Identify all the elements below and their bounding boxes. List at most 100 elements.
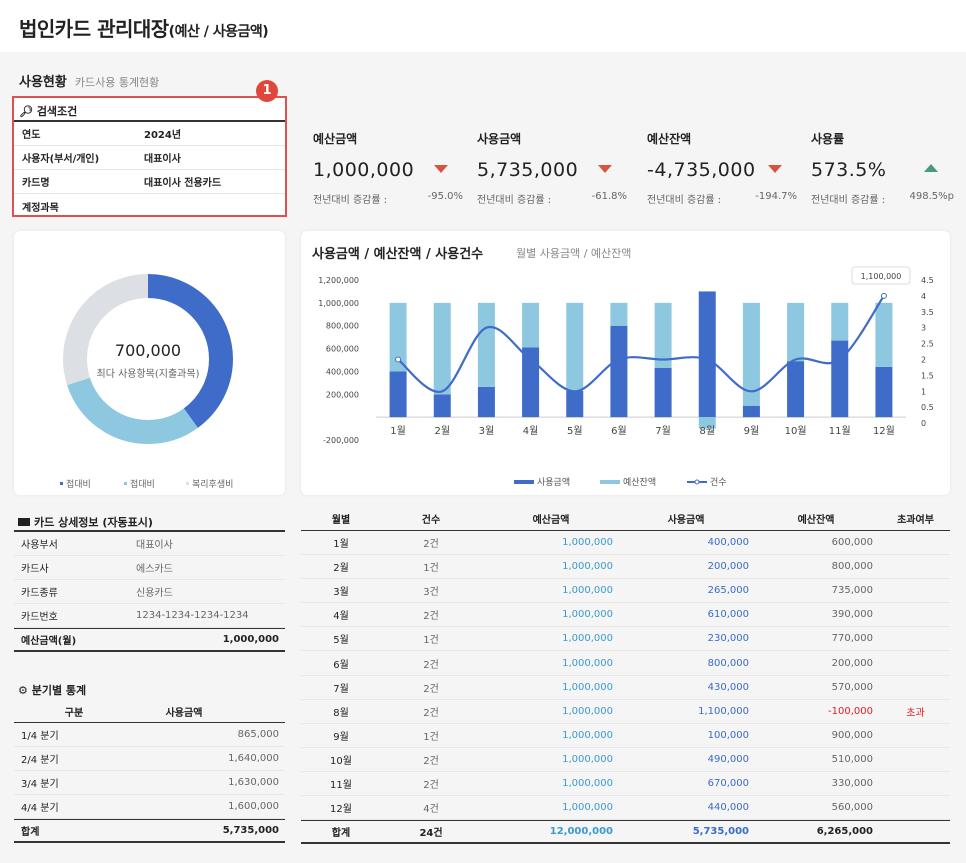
bar-usage[interactable]	[389, 371, 407, 418]
bar-remaining[interactable]	[433, 302, 451, 395]
quarter-row: 4/4 분기 1,600,000	[14, 795, 285, 819]
card-info-label: 카드종류	[21, 588, 58, 599]
search-icon: 🔎︎	[19, 105, 33, 118]
monthly-cell: 초과	[906, 707, 925, 719]
bar-remaining[interactable]	[566, 302, 584, 391]
x-axis-tick: 1월	[390, 425, 406, 437]
bar-remaining[interactable]	[522, 302, 540, 348]
card-info-row: 사용부서 대표이사	[14, 532, 285, 556]
kpi-change-value: -61.8%	[591, 191, 627, 202]
bar-remaining[interactable]	[875, 302, 893, 367]
monthly-header: 예산금액	[532, 515, 570, 526]
bar-remaining[interactable]	[654, 302, 672, 368]
monthly-cell: 610,000	[707, 609, 749, 621]
monthly-header: 월별	[331, 515, 351, 526]
donut-segment[interactable]	[63, 274, 233, 444]
legend-label: 사용금액	[537, 476, 570, 488]
filter-value[interactable]: 대표이사	[144, 154, 181, 165]
monthly-cell: 6월	[333, 659, 349, 671]
monthly-cell: 2건	[423, 659, 439, 671]
table-row: 10월 2건 1,000,000 490,000 510,000	[301, 748, 950, 772]
monthly-cell: 7월	[333, 683, 349, 695]
monthly-cell: 2건	[423, 683, 439, 695]
bar-remaining[interactable]	[742, 302, 760, 406]
bar-remaining[interactable]	[389, 302, 407, 372]
card-info-total-value: 1,000,000	[222, 634, 279, 645]
card-info-label: 카드사	[21, 564, 49, 575]
legend-marker	[514, 480, 534, 484]
monthly-header-row: 월별 건수 예산금액 사용금액 예산잔액 초과여부	[301, 507, 950, 531]
line-point[interactable]	[395, 356, 402, 363]
monthly-cell: 510,000	[831, 753, 873, 765]
kpi-change-label: 전년대비 증감률 :	[647, 195, 722, 206]
filter-value[interactable]: 대표이사 전용카드	[144, 178, 222, 189]
x-axis-tick: 11월	[829, 425, 851, 437]
tooltip-box	[851, 266, 911, 285]
bar-usage[interactable]	[522, 347, 540, 418]
x-axis-tick: 9월	[744, 425, 760, 437]
card-info-row: 카드종류 신용카드	[14, 580, 285, 604]
monthly-cell: 1,000,000	[562, 657, 613, 669]
filter-header: 🔎︎ 검색조건	[14, 98, 285, 122]
kpi-card: 예산금액 1,000,000 전년대비 증감률 : -95.0%	[313, 130, 463, 206]
x-axis-tick: 10월	[785, 425, 807, 437]
combo-chart: 1,200,000 1,000,000 800,000 600,000 400,000 2…	[318, 266, 934, 488]
bar-usage[interactable]	[477, 386, 495, 418]
kpi-change-label: 전년대비 증감률 :	[477, 195, 552, 206]
kpi-value: 5,735,000	[477, 159, 579, 181]
kpi-card: 예산잔액 -4,735,000 전년대비 증감률 : -194.7%	[647, 130, 797, 206]
kpi-change-label: 전년대비 증감률 :	[313, 195, 388, 206]
bar-remaining[interactable]	[698, 417, 716, 429]
bar-remaining[interactable]	[477, 302, 495, 387]
card-info-row: 카드번호 1234-1234-1234-1234	[14, 604, 285, 628]
bar-usage[interactable]	[698, 291, 716, 418]
monthly-cell: 1건	[423, 563, 439, 575]
bar-usage[interactable]	[566, 390, 584, 418]
filter-label: 사용자(부서/개인)	[22, 154, 100, 165]
bar-usage[interactable]	[610, 325, 628, 418]
quarter-value: 1,630,000	[228, 777, 279, 788]
quarter-total-label: 합계	[21, 827, 40, 838]
card-info-row: 카드사 에스카드	[14, 556, 285, 580]
monthly-cell: 1,000,000	[562, 585, 613, 597]
monthly-cell: 1,000,000	[562, 633, 613, 645]
monthly-cell: 2건	[423, 779, 439, 791]
bar-usage[interactable]	[742, 405, 760, 418]
tooltip-text: 1,100,000	[861, 272, 902, 281]
monthly-cell: 440,000	[707, 802, 749, 814]
monthly-cell: 1,000,000	[562, 537, 613, 549]
monthly-cell: 900,000	[831, 729, 873, 741]
monthly-cell: 1건	[423, 731, 439, 743]
monthly-cell: -100,000	[828, 705, 873, 717]
bar-usage[interactable]	[831, 340, 849, 418]
search-filter-panel: 🔎︎ 검색조건 연도 2024년 사용자(부서/개인) 대표이사 카드명 대표이사 전용카…	[12, 96, 287, 217]
kpi-change-label: 전년대비 증감률 :	[811, 195, 886, 206]
table-row: 9월 1건 1,000,000 100,000 900,000	[301, 724, 950, 748]
bar-usage[interactable]	[654, 368, 672, 418]
monthly-header: 초과여부	[897, 515, 934, 526]
x-axis-tick: 4월	[523, 425, 539, 437]
table-row: 11월 2건 1,000,000 670,000 330,000	[301, 772, 950, 797]
trend-down-icon	[768, 165, 782, 173]
monthly-cell: 1,000,000	[562, 729, 613, 741]
bar-usage[interactable]	[433, 394, 451, 418]
filter-value[interactable]: 2024년	[144, 130, 182, 141]
monthly-total-cell: 6,265,000	[816, 826, 873, 838]
quarter-row: 1/4 분기 865,000	[14, 723, 285, 747]
y2-axis-tick: 3	[921, 324, 926, 333]
monthly-total-cell: 12,000,000	[549, 826, 613, 838]
bar-remaining[interactable]	[787, 302, 805, 362]
monthly-cell: 1,000,000	[562, 777, 613, 789]
bar-remaining[interactable]	[610, 302, 628, 326]
bar-remaining[interactable]	[831, 302, 849, 341]
bar-usage[interactable]	[875, 366, 893, 418]
bar-usage[interactable]	[787, 361, 805, 418]
line-point[interactable]	[880, 292, 887, 299]
donut-segment[interactable]	[63, 274, 233, 444]
kpi-value: -4,735,000	[647, 159, 756, 181]
filter-row: 연도 2024년	[14, 122, 285, 146]
table-row: 7월 2건 1,000,000 430,000 570,000	[301, 676, 950, 700]
monthly-cell: 4월	[333, 611, 349, 623]
monthly-cell: 1,000,000	[562, 705, 613, 717]
y2-axis-tick: 1	[921, 387, 926, 396]
